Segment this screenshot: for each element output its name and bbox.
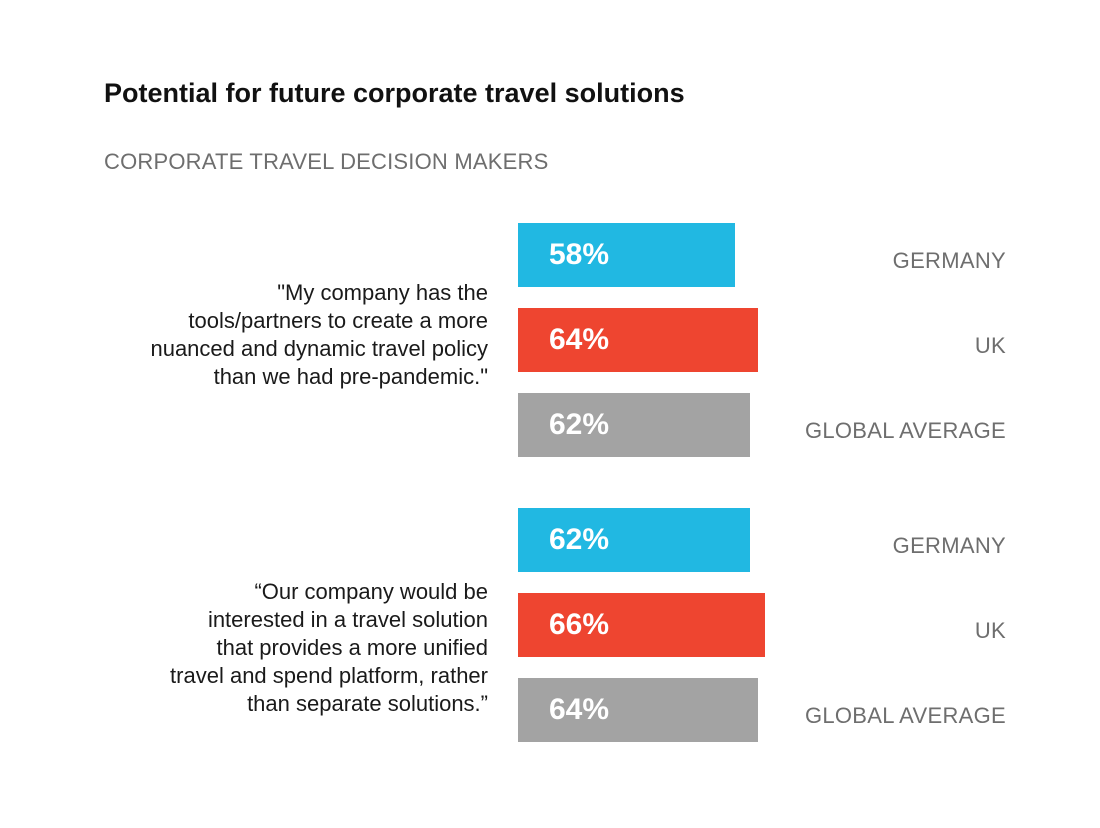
question-2-line: “Our company would be [254, 579, 488, 604]
chart-subtitle: CORPORATE TRAVEL DECISION MAKERS [104, 149, 549, 174]
bar-value-label: 62% [549, 408, 610, 441]
series-label-uk: UK [974, 333, 1006, 358]
series-label-uk: UK [974, 618, 1006, 643]
question-2-line: than separate solutions.” [247, 691, 488, 716]
series-label-global-average: GLOBAL AVERAGE [804, 703, 1006, 728]
question-1-text: "My company has the tools/partners to cr… [88, 279, 488, 391]
bar-q2-global-average: 64% [518, 678, 758, 742]
bar-q1-global-average: 62% [518, 393, 751, 457]
series-label-global-average: GLOBAL AVERAGE [804, 418, 1006, 443]
series-label-germany: GERMANY [892, 533, 1006, 558]
bar-q1-uk: 64% [518, 308, 758, 372]
bar-value-label: 62% [549, 523, 610, 556]
chart-title: Potential for future corporate travel so… [104, 78, 685, 108]
question-2-line: interested in a travel solution [207, 607, 488, 632]
bar-value-label: 66% [549, 608, 610, 641]
question-1-line: nuanced and dynamic travel policy [150, 336, 488, 361]
bar-q2-uk: 66% [518, 593, 766, 657]
bar-value-label: 64% [549, 323, 610, 356]
question-1-line: "My company has the [277, 280, 488, 305]
question-1-line: tools/partners to create a more [188, 308, 488, 333]
question-2-line: that provides a more unified [216, 635, 489, 660]
series-label-germany: GERMANY [892, 248, 1006, 273]
bar-value-label: 64% [549, 693, 610, 726]
bar-q2-germany: 62% [518, 508, 751, 572]
bar-value-label: 58% [549, 238, 610, 271]
bar-q1-germany: 58% [518, 223, 736, 287]
question-2-line: travel and spend platform, rather [170, 663, 488, 688]
question-2-text: “Our company would be interested in a tr… [88, 578, 488, 718]
question-1-line: than we had pre-pandemic." [213, 364, 488, 389]
